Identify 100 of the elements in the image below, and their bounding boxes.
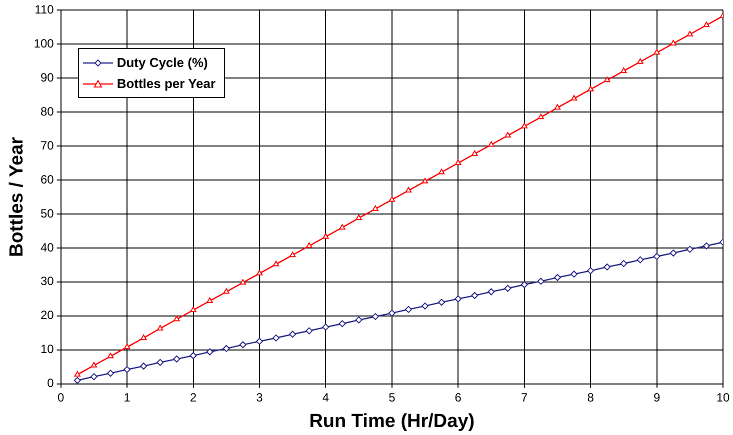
point (438, 168, 445, 174)
point (587, 267, 594, 274)
point (488, 141, 494, 147)
point (405, 187, 412, 193)
point (472, 150, 478, 156)
y-tick-label: 30 (40, 274, 54, 288)
y-tick-label: 0 (47, 376, 54, 390)
point (537, 278, 544, 285)
y-tick-label: 20 (40, 308, 54, 322)
point (702, 242, 710, 250)
point (289, 330, 296, 338)
point (703, 22, 710, 28)
point (404, 306, 412, 313)
point (422, 178, 428, 184)
point (74, 371, 80, 377)
point (587, 86, 594, 92)
y-tick-label: 10 (40, 342, 54, 356)
point (206, 297, 213, 303)
y-tick-label: 40 (40, 240, 54, 254)
point (306, 242, 312, 248)
x-tick-label: 7 (521, 390, 528, 404)
point (654, 49, 660, 55)
y-tick-label: 60 (40, 172, 54, 186)
point (521, 122, 528, 128)
point (107, 352, 114, 358)
y-tick-label: 90 (40, 70, 54, 84)
y-tick-label: 100 (34, 36, 54, 50)
point (422, 302, 429, 310)
point (670, 40, 676, 46)
x-tick-label: 9 (653, 390, 660, 404)
point (124, 366, 131, 374)
point (637, 58, 644, 64)
point (455, 160, 462, 166)
y-axis-title: Bottles / Year (6, 136, 28, 258)
x-tick-label: 10 (716, 390, 730, 404)
x-tick-label: 2 (190, 390, 197, 404)
point (356, 214, 362, 220)
x-tick-label: 3 (256, 390, 264, 404)
point (90, 373, 98, 380)
point (604, 76, 610, 82)
point (620, 67, 627, 73)
point (604, 263, 611, 270)
point (620, 260, 628, 268)
point (322, 233, 329, 239)
point (173, 356, 180, 363)
point (554, 104, 561, 110)
point (90, 362, 98, 368)
point (140, 362, 148, 370)
point (124, 344, 130, 350)
point (670, 250, 677, 257)
point (223, 288, 230, 294)
point (256, 338, 263, 345)
point (388, 310, 396, 317)
point (74, 376, 81, 384)
y-tick-label: 50 (40, 206, 54, 220)
point (554, 274, 561, 281)
point (686, 246, 694, 253)
point (239, 341, 246, 348)
point (289, 252, 296, 258)
point (372, 313, 379, 320)
point (240, 279, 246, 285)
legend-label: Bottles per Year (116, 76, 216, 92)
point (157, 324, 164, 330)
x-tick-label: 5 (388, 390, 396, 404)
x-tick-label: 4 (322, 390, 330, 404)
point (454, 295, 462, 302)
y-tick-label: 110 (34, 2, 54, 17)
point (504, 284, 512, 292)
point (322, 324, 330, 331)
point (488, 288, 495, 296)
point (339, 224, 346, 230)
point (438, 298, 446, 306)
point (372, 205, 378, 211)
point (174, 316, 180, 322)
x-tick-label: 8 (587, 390, 594, 404)
point (140, 334, 147, 340)
point (686, 30, 693, 36)
point (636, 256, 644, 264)
point (272, 260, 280, 266)
x-tick-label: 1 (124, 390, 131, 404)
point (355, 316, 362, 324)
point (156, 358, 164, 366)
point (653, 252, 660, 260)
point (570, 270, 578, 278)
point (538, 114, 544, 120)
x-tick-label: 6 (454, 390, 462, 404)
point (504, 132, 511, 138)
point (570, 95, 578, 101)
point (222, 344, 230, 352)
x-tick-label: 0 (57, 390, 64, 404)
point (520, 281, 528, 288)
point (190, 306, 196, 312)
point (471, 292, 478, 299)
point (190, 352, 197, 360)
point (106, 370, 114, 377)
point (256, 270, 263, 276)
point (338, 320, 346, 328)
point (206, 348, 214, 356)
point (388, 196, 396, 202)
x-axis-title: Run Time (Hr/Day) (309, 410, 475, 432)
